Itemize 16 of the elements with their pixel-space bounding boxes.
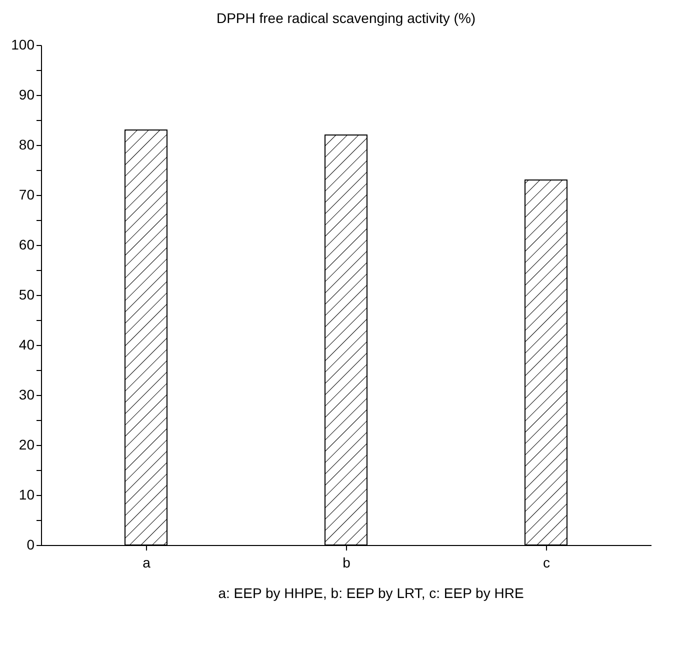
y-tick-label: 90 — [18, 86, 35, 102]
y-tick-label: 60 — [18, 236, 35, 252]
y-tick-label: 100 — [11, 36, 35, 52]
x-tick-label: c — [543, 554, 550, 570]
y-tick-label: 0 — [26, 536, 35, 552]
x-tick-label: b — [342, 554, 351, 570]
y-tick-label: 50 — [18, 286, 35, 302]
y-tick-label: 40 — [18, 336, 35, 352]
x-tick-label: a — [142, 554, 151, 570]
text: a: EEP by HHPE, b: EEP by LRT, c: EEP by HRE — [218, 585, 524, 601]
y-tick-label: 70 — [18, 186, 35, 202]
y-tick-label: 10 — [18, 486, 35, 502]
y-tick-label: 20 — [18, 436, 35, 452]
chart-title: DPPH free radical scavenging activity (%) — [216, 10, 476, 26]
y-tick-label: 80 — [18, 136, 35, 152]
y-tick-label: 30 — [18, 386, 35, 402]
